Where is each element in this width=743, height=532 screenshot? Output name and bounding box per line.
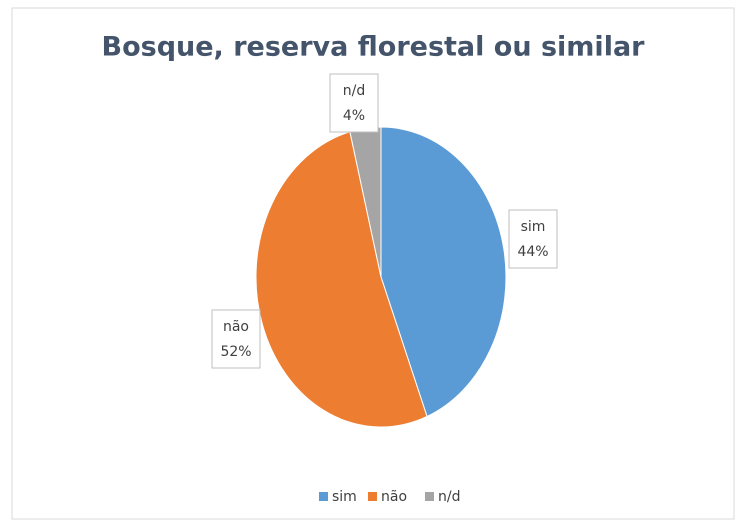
data-label-category: sim [521,219,546,235]
data-label-value: 52% [220,344,251,360]
data-label-box [508,209,558,269]
legend-swatch [425,492,434,501]
legend-swatch [319,492,328,501]
chart-title: Bosque, reserva florestal ou similar [102,32,646,63]
legend-swatch [368,492,377,501]
legend-label: n/d [438,489,460,505]
data-label-box [329,73,379,133]
legend-label: não [381,489,407,505]
pie-slice [380,126,507,418]
pie-slice [255,131,428,428]
data-label-category: n/d [343,83,365,99]
legend-label: sim [332,489,357,505]
data-label-box [211,309,261,369]
data-label-value: 4% [343,108,365,124]
data-label-category: não [223,319,249,335]
data-label-value: 44% [517,244,548,260]
